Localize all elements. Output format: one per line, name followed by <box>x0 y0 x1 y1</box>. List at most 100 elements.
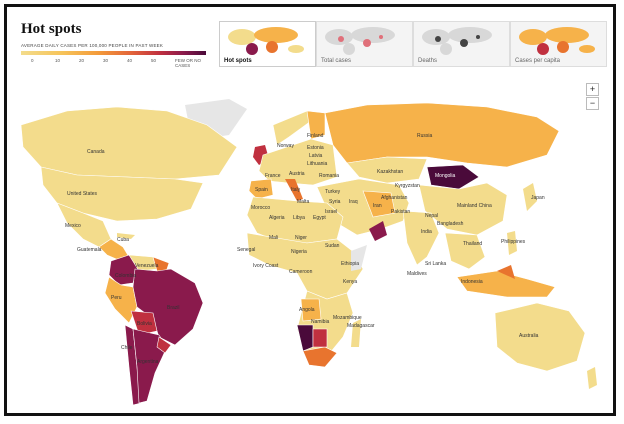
label-finland: Finland <box>307 133 324 139</box>
label-japan: Japan <box>531 195 545 201</box>
label-france: France <box>265 173 281 179</box>
region-japan[interactable] <box>523 183 537 211</box>
hot-spots-thumbnail-icon <box>228 27 304 55</box>
label-namibia: Namibia <box>311 319 330 325</box>
label-algeria: Algeria <box>269 215 285 221</box>
tab-deaths[interactable]: Deaths <box>413 21 510 67</box>
label-ethiopia: Ethiopia <box>341 261 359 267</box>
tab-total-cases[interactable]: Total cases <box>316 21 413 67</box>
zoom-out-button[interactable]: − <box>586 97 599 110</box>
region-philippines[interactable] <box>507 231 517 255</box>
scale-tick: 30 <box>103 58 109 63</box>
label-lithuania: Lithuania <box>307 161 328 167</box>
tab-cases-per-capita[interactable]: Cases per capita <box>510 21 607 67</box>
label-mongolia: Mongolia <box>435 173 456 179</box>
label-mozambique: Mozambique <box>333 315 362 321</box>
label-cuba: Cuba <box>117 237 129 243</box>
scale-tick: 20 <box>79 58 85 63</box>
region-bolivia[interactable] <box>130 310 158 336</box>
region-spain[interactable] <box>248 178 274 200</box>
region-brazil[interactable] <box>132 268 204 346</box>
region-mongolia[interactable] <box>426 164 480 190</box>
region-southeast-asia[interactable] <box>444 232 486 270</box>
region-india[interactable] <box>402 210 440 266</box>
label-morocco: Morocco <box>251 205 270 211</box>
label-chile: Chile <box>121 345 133 351</box>
region-somalia[interactable] <box>351 245 367 271</box>
map-frame: Canada United States Mexico Cuba Guatema… <box>4 4 616 416</box>
region-us[interactable] <box>40 166 204 222</box>
region-new-zealand[interactable] <box>587 367 597 389</box>
zoom-in-button[interactable]: + <box>586 83 599 96</box>
label-nepal: Nepal <box>425 213 438 219</box>
label-afghanistan: Afghanistan <box>381 195 408 201</box>
region-malaysia[interactable] <box>497 265 515 279</box>
region-norway[interactable] <box>272 110 312 146</box>
label-brazil: Brazil <box>167 305 180 311</box>
label-us: United States <box>67 191 98 197</box>
label-kyrgyzstan: Kyrgyzstan <box>395 183 420 189</box>
label-australia: Australia <box>519 333 539 339</box>
tab-label: Deaths <box>418 58 438 64</box>
region-uruguay[interactable] <box>156 336 172 354</box>
label-spain: Spain <box>255 187 268 193</box>
region-kazakhstan[interactable] <box>346 156 428 184</box>
label-austria: Austria <box>289 171 305 177</box>
label-guatemala: Guatemala <box>77 247 102 253</box>
region-australia[interactable] <box>494 302 586 372</box>
region-madagascar[interactable] <box>351 319 361 347</box>
region-cuba[interactable] <box>117 233 135 239</box>
label-madagascar: Madagascar <box>347 323 375 329</box>
label-niger: Niger <box>295 235 307 241</box>
label-turkey: Turkey <box>325 189 341 195</box>
cases-per-capita-thumbnail-icon <box>519 27 595 55</box>
label-maldives: Maldives <box>407 271 427 277</box>
tab-label: Cases per capita <box>515 58 561 64</box>
region-oman[interactable] <box>369 221 387 241</box>
label-peru: Peru <box>111 295 122 301</box>
no-data-line1: FEW OR NO <box>175 58 201 63</box>
region-finland[interactable] <box>306 110 326 140</box>
scale-tick: 0 <box>31 58 34 63</box>
label-israel: Israel <box>325 209 337 215</box>
label-kenya: Kenya <box>343 279 357 285</box>
scale-tick: 40 <box>127 58 133 63</box>
label-kazakhstan: Kazakhstan <box>377 169 403 175</box>
tab-label: Total cases <box>321 58 352 64</box>
label-malta: Malta <box>297 199 309 205</box>
region-iran[interactable] <box>362 190 396 218</box>
region-angola[interactable] <box>300 298 322 322</box>
label-italy: Italy <box>291 187 301 193</box>
tab-hot-spots[interactable]: Hot spots <box>219 21 316 67</box>
label-ivory: Ivory Coast <box>253 263 279 269</box>
label-venezuela: Venezuela <box>135 263 159 269</box>
label-angola: Angola <box>299 307 315 313</box>
label-iraq: Iraq <box>349 199 358 205</box>
tab-label: Hot spots <box>224 58 252 64</box>
deaths-thumbnail-icon <box>422 27 492 55</box>
region-south-africa[interactable] <box>302 346 338 368</box>
label-cameroon: Cameroon <box>289 269 313 275</box>
region-italy[interactable] <box>285 179 303 201</box>
label-bolivia: Bolivia <box>137 321 152 327</box>
label-srilanka: Sri Lanka <box>425 261 446 267</box>
label-senegal: Senegal <box>237 247 255 253</box>
label-canada: Canada <box>87 149 105 155</box>
world-map[interactable]: Canada United States Mexico Cuba Guatema… <box>7 7 613 413</box>
label-libya: Libya <box>293 215 305 221</box>
label-nigeria: Nigeria <box>291 249 307 255</box>
page-title: Hot spots <box>21 21 82 37</box>
no-data-line2: CASES <box>175 63 191 68</box>
label-mexico: Mexico <box>65 223 81 229</box>
region-europe-central[interactable] <box>258 138 338 186</box>
label-china: Mainland China <box>457 203 492 209</box>
label-pakistan: Pakistan <box>391 209 410 215</box>
label-egypt: Egypt <box>313 215 326 221</box>
label-indonesia: Indonesia <box>461 279 483 285</box>
region-russia[interactable] <box>324 102 560 168</box>
label-sudan: Sudan <box>325 243 340 249</box>
region-namibia[interactable] <box>296 324 314 352</box>
label-estonia: Estonia <box>307 145 324 151</box>
no-data-legend: FEW OR NO CASES <box>175 58 201 68</box>
region-botswana[interactable] <box>312 328 328 348</box>
